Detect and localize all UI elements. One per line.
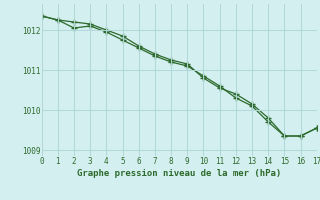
X-axis label: Graphe pression niveau de la mer (hPa): Graphe pression niveau de la mer (hPa) [77,169,281,178]
